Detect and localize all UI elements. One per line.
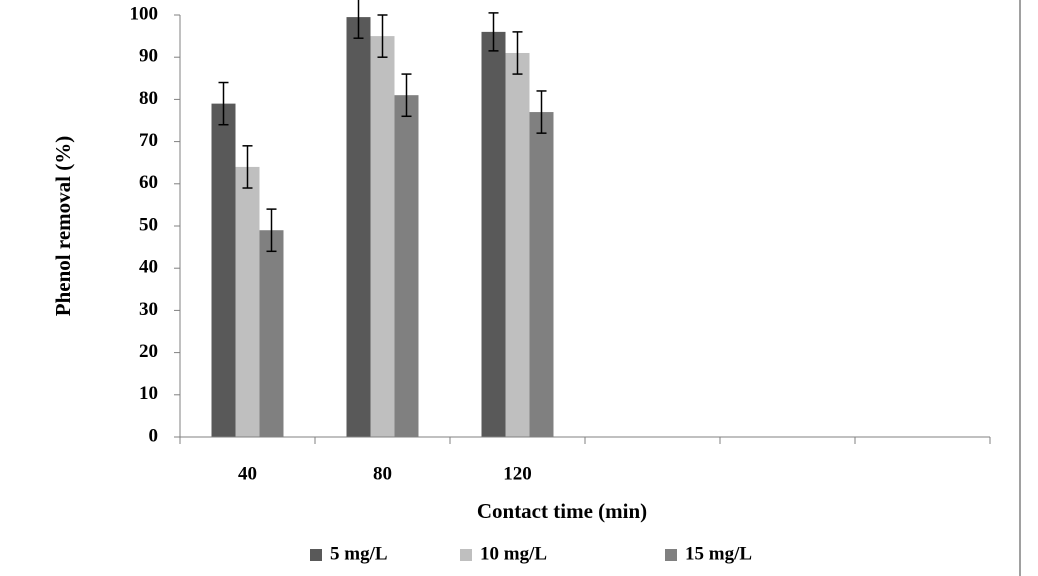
x-tick-label: 80 (373, 463, 392, 484)
y-tick-label: 80 (139, 88, 158, 109)
legend-swatch (310, 549, 322, 561)
error-bar (536, 90, 547, 134)
y-tick-label: 90 (139, 46, 158, 67)
y-tick-label: 0 (149, 425, 159, 446)
error-bar (488, 12, 499, 52)
bar (505, 52, 530, 437)
error-bar (377, 14, 388, 58)
legend-label: 15 mg/L (685, 543, 752, 564)
y-tick-label: 50 (139, 214, 158, 235)
plot-area (211, 0, 554, 437)
legend-label: 5 mg/L (330, 543, 388, 564)
y-tick-label: 20 (139, 341, 158, 362)
error-bar (242, 145, 253, 189)
x-axis-label: Contact time (min) (477, 499, 647, 523)
x-tick-label: 120 (503, 463, 532, 484)
bar (394, 95, 419, 437)
y-axis-label: Phenol removal (%) (51, 136, 75, 316)
bar (235, 166, 260, 437)
y-tick-label: 60 (139, 172, 158, 193)
bar (370, 36, 395, 437)
bar (259, 230, 284, 437)
y-tick-label: 100 (130, 3, 159, 24)
y-tick-label: 30 (139, 299, 158, 320)
bar (346, 17, 371, 437)
legend-label: 10 mg/L (480, 543, 547, 564)
error-bar (401, 73, 412, 118)
error-bar (218, 81, 229, 126)
error-bar (266, 208, 277, 253)
legend-swatch (665, 549, 677, 561)
y-tick-label: 10 (139, 383, 158, 404)
bar (211, 103, 236, 437)
bar (481, 31, 506, 437)
x-tick-label: 40 (238, 463, 257, 484)
y-tick-label: 70 (139, 130, 158, 151)
legend-swatch (460, 549, 472, 561)
error-bar (353, 0, 364, 39)
y-tick-label: 40 (139, 257, 158, 278)
bar (529, 112, 554, 437)
error-bar (512, 31, 523, 75)
